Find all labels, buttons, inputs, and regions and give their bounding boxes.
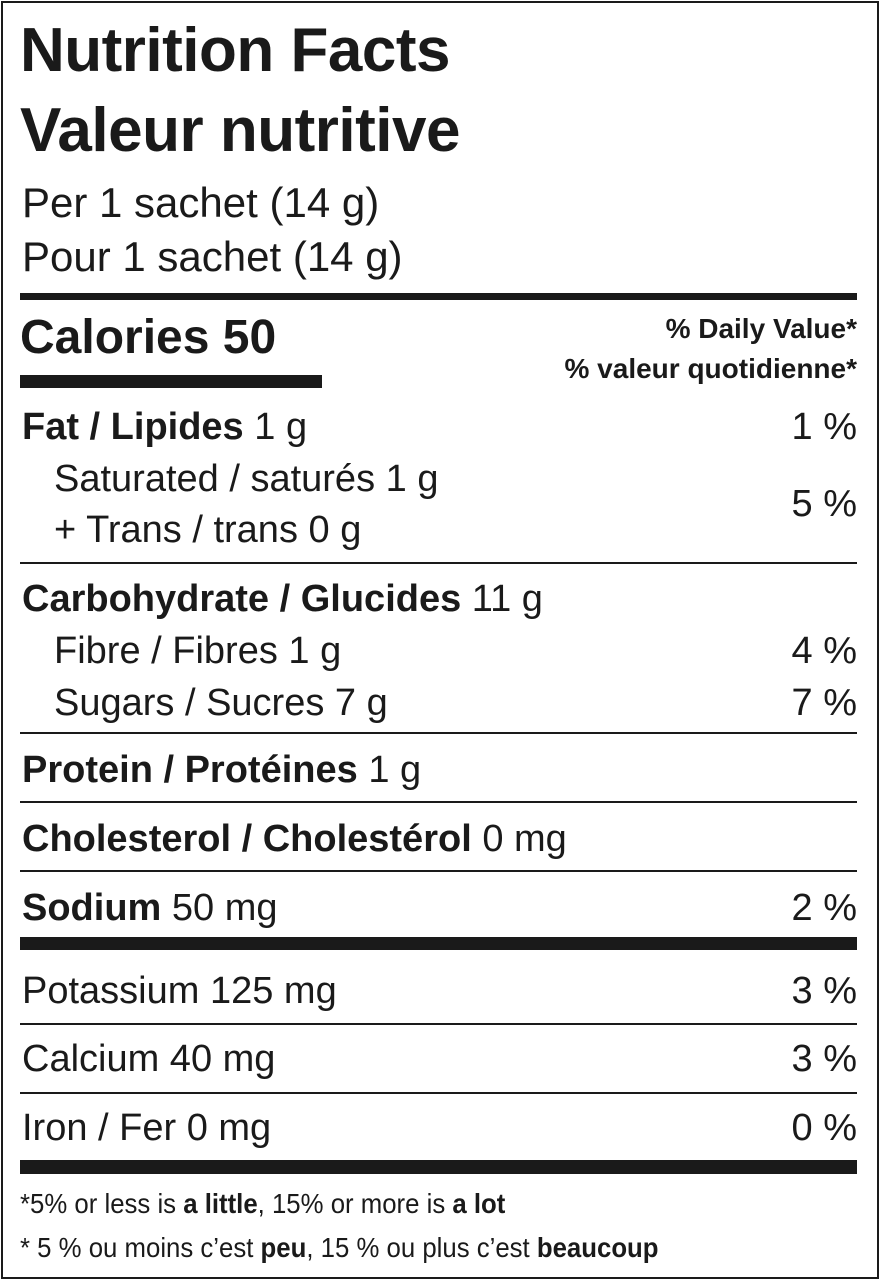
protein-label: Protein / Protéines xyxy=(22,749,358,791)
divider xyxy=(20,732,857,734)
fat-amount: 1 g xyxy=(254,406,308,448)
calcium-label: Calcium 40 mg xyxy=(22,1038,276,1080)
thick-divider xyxy=(20,937,857,950)
divider xyxy=(20,870,857,872)
serving-fr: Pour 1 sachet (14 g) xyxy=(22,233,403,280)
divider xyxy=(20,562,857,564)
divider xyxy=(20,1092,857,1094)
calcium-dv: 3 % xyxy=(791,1038,857,1080)
iron-label: Iron / Fer 0 mg xyxy=(22,1107,272,1149)
calories-value: 50 xyxy=(222,311,277,364)
divider xyxy=(20,801,857,803)
footnote-en: *5% or less is a little, 15% or more is … xyxy=(20,1188,506,1219)
carb-label: Carbohydrate / Glucides xyxy=(22,578,462,620)
calories-bar xyxy=(20,375,322,388)
sat-trans-dv: 5 % xyxy=(791,483,857,525)
potassium-dv: 3 % xyxy=(791,970,857,1012)
thick-divider xyxy=(20,293,857,300)
saturated-label: Saturated / saturés 1 g xyxy=(54,458,439,500)
divider xyxy=(20,1023,857,1025)
sugars-dv: 7 % xyxy=(791,682,857,724)
thick-divider xyxy=(20,1160,857,1174)
title-fr: Valeur nutritive xyxy=(20,96,460,165)
sugars-label: Sugars / Sucres 7 g xyxy=(54,682,388,724)
calories-label: Calories xyxy=(20,311,210,364)
sodium-amount: 50 mg xyxy=(171,887,278,929)
cholesterol-label: Cholesterol / Cholestérol xyxy=(22,818,472,860)
potassium-label: Potassium 125 mg xyxy=(22,970,337,1012)
footnote-fr: * 5 % ou moins c’est peu, 15 % ou plus c… xyxy=(20,1232,659,1263)
fat-dv: 1 % xyxy=(791,406,857,448)
calories: Calories 50 xyxy=(20,314,276,362)
daily-value-fr: % valeur quotidienne* xyxy=(564,353,858,384)
fibre-dv: 4 % xyxy=(791,630,857,672)
fat-label: Fat / Lipides xyxy=(22,406,244,448)
carb-amount: 11 g xyxy=(471,578,543,620)
daily-value-en: % Daily Value* xyxy=(665,313,857,344)
trans-label: + Trans / trans 0 g xyxy=(54,509,362,551)
iron-dv: 0 % xyxy=(791,1107,857,1149)
serving-en: Per 1 sachet (14 g) xyxy=(22,179,380,226)
fibre-label: Fibre / Fibres 1 g xyxy=(54,630,342,672)
sodium-label: Sodium xyxy=(22,887,162,929)
sodium-dv: 2 % xyxy=(791,887,857,929)
title-en: Nutrition Facts xyxy=(20,16,450,85)
cholesterol-amount: 0 mg xyxy=(482,818,567,860)
protein-amount: 1 g xyxy=(368,749,422,791)
